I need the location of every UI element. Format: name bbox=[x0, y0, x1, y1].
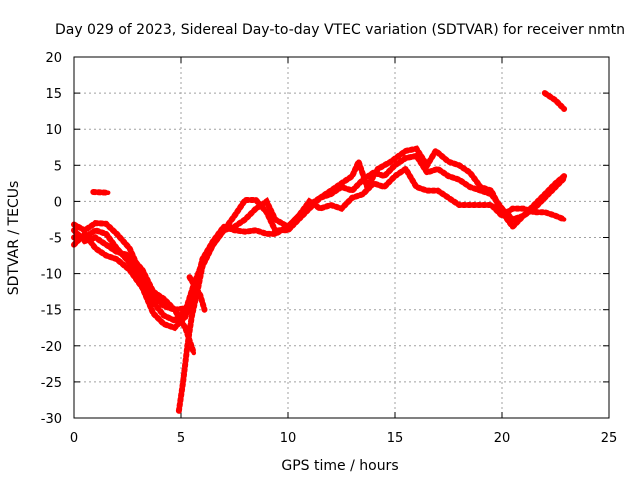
x-tick-label: 25 bbox=[601, 431, 618, 446]
plot-frame bbox=[73, 56, 610, 419]
y-tick-label: -20 bbox=[41, 340, 62, 355]
x-tick-label: 0 bbox=[70, 431, 78, 446]
x-tick-label: 15 bbox=[387, 431, 404, 446]
y-tick-label: -10 bbox=[41, 268, 62, 283]
x-tick-label: 10 bbox=[280, 431, 297, 446]
y-tick-label: 0 bbox=[54, 195, 62, 210]
series-track-d-markers bbox=[71, 227, 197, 356]
chart-title: Day 029 of 2023, Sidereal Day-to-day VTE… bbox=[55, 22, 625, 38]
y-tick-label: 10 bbox=[45, 123, 62, 138]
x-tick-label: 20 bbox=[494, 431, 511, 446]
y-tick-label: 5 bbox=[54, 159, 62, 174]
series-track-e-markers bbox=[175, 263, 206, 414]
y-tick-label: -30 bbox=[41, 412, 62, 427]
series-track-g-markers bbox=[541, 90, 568, 112]
grid-lines bbox=[74, 57, 609, 418]
y-axis-label: SDTVAR / TECUs bbox=[6, 181, 22, 296]
series-track-f-markers bbox=[90, 189, 112, 196]
y-tick-label: -5 bbox=[49, 232, 62, 247]
y-tick-label: -25 bbox=[41, 376, 62, 391]
y-tick-label: -15 bbox=[41, 304, 62, 319]
series-track-b-markers bbox=[71, 152, 568, 313]
x-tick-label: 5 bbox=[177, 431, 185, 446]
x-axis-label: GPS time / hours bbox=[281, 458, 398, 474]
series-track-c-markers bbox=[71, 164, 568, 332]
y-tick-label: 20 bbox=[45, 51, 62, 66]
y-tick-label: 15 bbox=[45, 87, 62, 102]
y-tick-labels: -30 -25 -20 -15 -10 -5 0 5 10 15 20 bbox=[41, 51, 62, 427]
x-tick-labels: 0 5 10 15 20 25 bbox=[70, 431, 617, 446]
data-series bbox=[71, 90, 568, 414]
series-track-h-markers bbox=[186, 274, 208, 313]
